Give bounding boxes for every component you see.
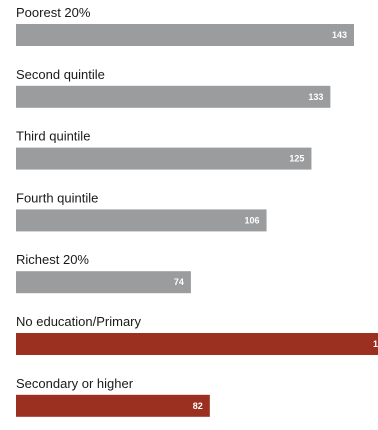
bar-value-label: 74: [174, 277, 184, 287]
bar-value-label: 143: [332, 30, 347, 40]
bar-third-quintile: [16, 147, 312, 170]
bar-fourth-quintile: [16, 209, 267, 232]
bar-value-label: 106: [245, 215, 260, 225]
bar-poorest-20: [16, 24, 354, 46]
bar-group-no-education-primary: No education/Primary 15: [16, 314, 378, 355]
category-label: Poorest 20%: [16, 5, 91, 20]
bar-value-label: 133: [308, 92, 323, 102]
category-label: Second quintile: [16, 67, 105, 82]
bar-value-label: 125: [289, 154, 304, 164]
bar-group-second-quintile: Second quintile 133: [16, 67, 331, 108]
bar-group-fourth-quintile: Fourth quintile 106: [16, 190, 267, 232]
bars-layer: Poorest 20% 143 Second quintile 133 Third qu…: [16, 5, 378, 417]
category-label: Secondary or higher: [16, 376, 134, 391]
category-label: Fourth quintile: [16, 190, 98, 205]
bar-value-label: 82: [193, 401, 203, 411]
bar-secondary-or-higher: [16, 394, 210, 417]
bar-group-poorest-20: Poorest 20% 143: [16, 5, 354, 46]
category-label: No education/Primary: [16, 314, 141, 329]
bar-group-richest-20: Richest 20% 74: [16, 252, 191, 294]
category-label: Richest 20%: [16, 252, 89, 267]
bar-value-label: 15: [373, 339, 378, 349]
bar-second-quintile: [16, 85, 331, 108]
bar-group-secondary-or-higher: Secondary or higher 82: [16, 376, 210, 417]
bar-richest-20: [16, 271, 191, 294]
category-label: Third quintile: [16, 129, 90, 144]
bar-no-education-primary: [16, 333, 378, 355]
bar-group-third-quintile: Third quintile 125: [16, 129, 312, 170]
